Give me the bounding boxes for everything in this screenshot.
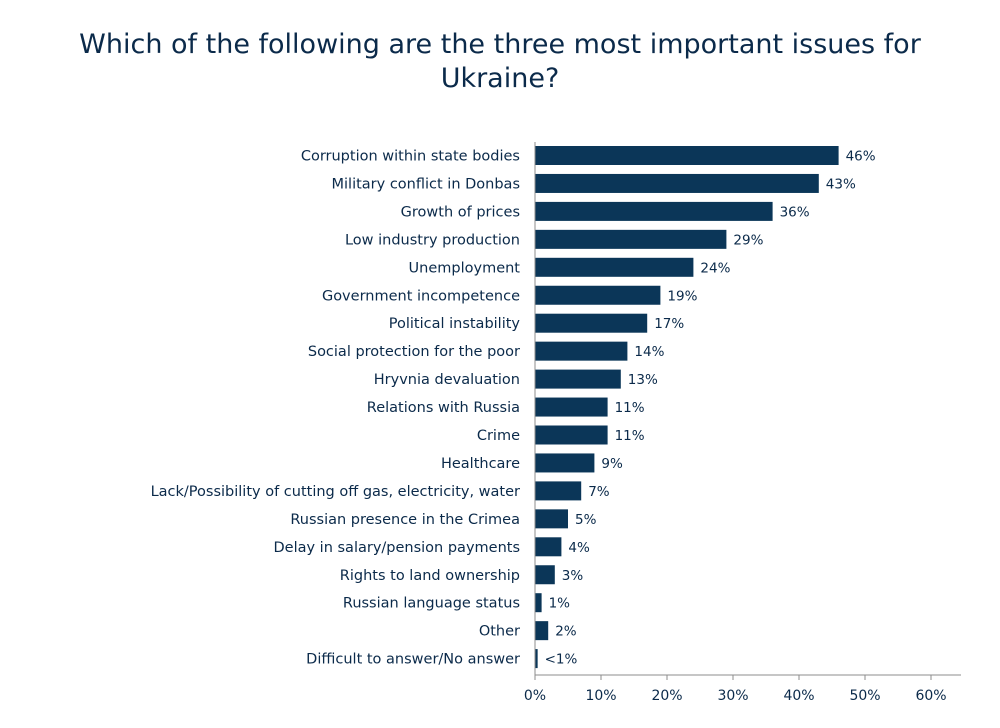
category-label: Crime <box>477 428 520 444</box>
value-label: 14% <box>634 344 664 360</box>
value-label: 46% <box>846 149 876 165</box>
bar <box>535 537 562 557</box>
value-label: 11% <box>615 400 645 416</box>
bar <box>535 341 628 361</box>
bar <box>535 565 555 585</box>
category-label: Healthcare <box>441 456 520 472</box>
x-tick-label: 50% <box>849 688 880 704</box>
value-label: <1% <box>545 652 578 668</box>
bar <box>535 509 568 529</box>
category-label: Unemployment <box>409 260 521 276</box>
category-label: Rights to land ownership <box>340 568 520 584</box>
category-label: Low industry production <box>345 232 520 248</box>
category-label: Hryvnia devaluation <box>374 372 520 388</box>
value-label: 7% <box>588 484 610 500</box>
bar <box>535 621 549 641</box>
value-label: 9% <box>601 456 623 472</box>
bar <box>535 649 538 669</box>
x-tick-label: 10% <box>585 688 616 704</box>
category-label: Other <box>479 624 520 640</box>
value-label: 11% <box>615 428 645 444</box>
value-label: 36% <box>780 204 810 220</box>
bar <box>535 397 608 417</box>
category-label: Relations with Russia <box>367 400 520 416</box>
x-tick-label: 60% <box>915 688 946 704</box>
value-label: 5% <box>575 512 597 528</box>
category-label: Russian language status <box>343 596 520 612</box>
category-label: Corruption within state bodies <box>301 149 520 165</box>
category-label: Political instability <box>389 316 521 332</box>
value-label: 17% <box>654 316 684 332</box>
value-label: 1% <box>549 596 571 612</box>
bar <box>535 481 582 501</box>
x-tick-label: 0% <box>524 688 546 704</box>
x-tick-label: 20% <box>651 688 682 704</box>
bar <box>535 201 773 221</box>
bar <box>535 425 608 445</box>
bar <box>535 453 595 473</box>
category-label: Russian presence in the Crimea <box>290 512 520 528</box>
bar <box>535 313 648 333</box>
value-label: 4% <box>568 540 590 556</box>
category-label: Difficult to answer/No answer <box>306 652 520 668</box>
category-label: Lack/Possibility of cutting off gas, ele… <box>151 484 520 500</box>
chart-title: Which of the following are the three mos… <box>79 29 921 94</box>
value-label: 2% <box>555 624 577 640</box>
bar <box>535 257 694 277</box>
bar <box>535 229 727 249</box>
bar <box>535 593 542 613</box>
value-label: 19% <box>667 288 697 304</box>
bar <box>535 369 621 389</box>
category-label: Growth of prices <box>401 204 520 220</box>
bar <box>535 146 839 165</box>
value-label: 24% <box>700 260 730 276</box>
category-label: Social protection for the poor <box>308 344 520 360</box>
x-tick-label: 30% <box>717 688 748 704</box>
category-label: Military conflict in Donbas <box>332 176 520 192</box>
bar <box>535 285 661 305</box>
category-label: Delay in salary/pension payments <box>273 540 520 556</box>
category-label: Government incompetence <box>322 288 520 304</box>
value-label: 43% <box>826 176 856 192</box>
value-label: 3% <box>562 568 584 584</box>
value-label: 13% <box>628 372 658 388</box>
bar <box>535 173 819 193</box>
value-label: 29% <box>733 232 763 248</box>
x-tick-label: 40% <box>783 688 814 704</box>
